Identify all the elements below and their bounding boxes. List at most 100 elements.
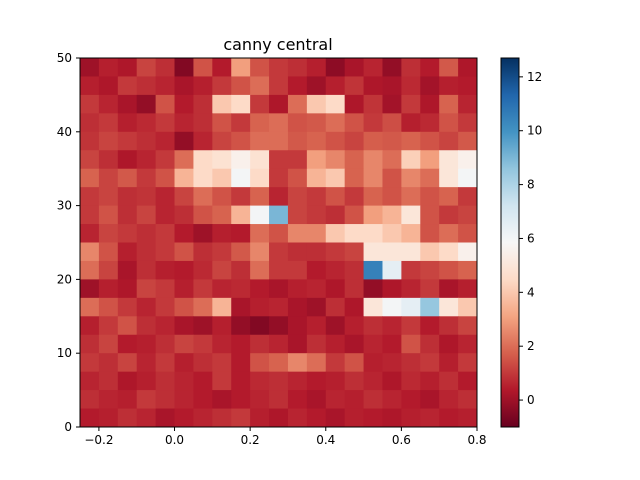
heatmap-cell xyxy=(420,113,440,133)
heatmap-cell xyxy=(250,242,270,262)
heatmap-cell xyxy=(363,76,383,96)
heatmap-cell xyxy=(80,76,100,96)
heatmap-cell xyxy=(382,297,402,317)
heatmap-cell xyxy=(363,205,383,225)
heatmap-cell xyxy=(363,334,383,354)
heatmap-cell xyxy=(250,334,270,354)
heatmap-cell xyxy=(306,297,327,317)
heatmap-cell xyxy=(136,334,157,354)
y-tick-label: 0 xyxy=(64,420,72,434)
heatmap-cell xyxy=(325,94,346,114)
heatmap-cell xyxy=(420,205,440,225)
heatmap-cell xyxy=(212,279,232,299)
heatmap-cell xyxy=(212,94,232,114)
heatmap-cell xyxy=(136,76,157,96)
heatmap-cell xyxy=(117,94,138,114)
heatmap-cell xyxy=(344,279,365,299)
heatmap-cell xyxy=(174,390,194,410)
colorbar-tick-label: 0 xyxy=(527,393,535,407)
heatmap-cell xyxy=(287,168,308,188)
heatmap-cell xyxy=(193,113,213,133)
heatmap-cell xyxy=(439,371,459,391)
heatmap-cell xyxy=(382,58,402,77)
heatmap-cell xyxy=(212,76,232,96)
heatmap-cell xyxy=(98,131,119,151)
heatmap-cell xyxy=(287,76,308,96)
heatmap-cell xyxy=(117,131,138,151)
heatmap-cell xyxy=(269,205,289,225)
heatmap-cell xyxy=(136,150,157,170)
heatmap-cell xyxy=(117,187,138,207)
heatmap-cell xyxy=(98,224,119,243)
heatmap-cell xyxy=(174,408,194,428)
heatmap-cell xyxy=(306,224,327,243)
heatmap-cell xyxy=(401,58,421,77)
heatmap-cell xyxy=(325,224,346,243)
heatmap-cell xyxy=(439,113,459,133)
heatmap-cell xyxy=(155,408,176,428)
heatmap-cell xyxy=(155,187,176,207)
heatmap-cell xyxy=(231,150,251,170)
heatmap-cell xyxy=(80,58,100,77)
heatmap-cell xyxy=(344,371,365,391)
heatmap-cell xyxy=(325,168,346,188)
heatmap-cell xyxy=(117,224,138,243)
heatmap-cell xyxy=(287,279,308,299)
x-tick-label: 0.8 xyxy=(467,433,486,447)
heatmap-cell xyxy=(363,113,383,133)
heatmap-cell xyxy=(420,187,440,207)
heatmap-cell xyxy=(269,131,289,151)
heatmap-cell xyxy=(212,58,232,77)
heatmap-cell xyxy=(363,279,383,299)
heatmap-cell xyxy=(117,58,138,77)
heatmap-cell xyxy=(212,187,232,207)
heatmap-cell xyxy=(325,353,346,373)
y-tick-label: 40 xyxy=(57,125,72,139)
heatmap-cell xyxy=(250,224,270,243)
heatmap-cell xyxy=(117,242,138,262)
heatmap-cell xyxy=(136,131,157,151)
heatmap-cell xyxy=(136,279,157,299)
heatmap-cell xyxy=(174,94,194,114)
heatmap-cell xyxy=(212,150,232,170)
heatmap-cell xyxy=(458,150,478,170)
heatmap-cell xyxy=(401,353,421,373)
heatmap-cell xyxy=(306,58,327,77)
colorbar-tick-label: 6 xyxy=(527,231,535,245)
heatmap-cell xyxy=(98,408,119,428)
heatmap-cell xyxy=(250,279,270,299)
heatmap-cell xyxy=(401,187,421,207)
heatmap-cell xyxy=(382,334,402,354)
heatmap-cell xyxy=(193,297,213,317)
heatmap-cell xyxy=(363,150,383,170)
x-tick-label: 0.6 xyxy=(392,433,411,447)
heatmap-cell xyxy=(420,94,440,114)
x-tick-label: −0.2 xyxy=(84,433,113,447)
heatmap-cell xyxy=(117,334,138,354)
heatmap-cell xyxy=(287,297,308,317)
heatmap-cell xyxy=(231,168,251,188)
heatmap-cell xyxy=(269,279,289,299)
heatmap-cell xyxy=(155,371,176,391)
heatmap-cell xyxy=(306,353,327,373)
heatmap-cell xyxy=(98,168,119,188)
heatmap-cell xyxy=(363,353,383,373)
heatmap-cell xyxy=(401,371,421,391)
heatmap-cell xyxy=(420,260,440,280)
heatmap-cell xyxy=(98,187,119,207)
heatmap-cell xyxy=(231,76,251,96)
heatmap-cell xyxy=(98,371,119,391)
heatmap-cell xyxy=(363,131,383,151)
heatmap-cell xyxy=(193,279,213,299)
heatmap-cell xyxy=(269,58,289,77)
heatmap-cell xyxy=(344,58,365,77)
heatmap-cell xyxy=(420,279,440,299)
heatmap-cell xyxy=(306,260,327,280)
heatmap-cell xyxy=(458,113,478,133)
heatmap-cell xyxy=(80,242,100,262)
heatmap-cell xyxy=(250,168,270,188)
heatmap-cell xyxy=(363,224,383,243)
heatmap-cell xyxy=(344,113,365,133)
heatmap-cell xyxy=(287,390,308,410)
heatmap-cell xyxy=(325,279,346,299)
